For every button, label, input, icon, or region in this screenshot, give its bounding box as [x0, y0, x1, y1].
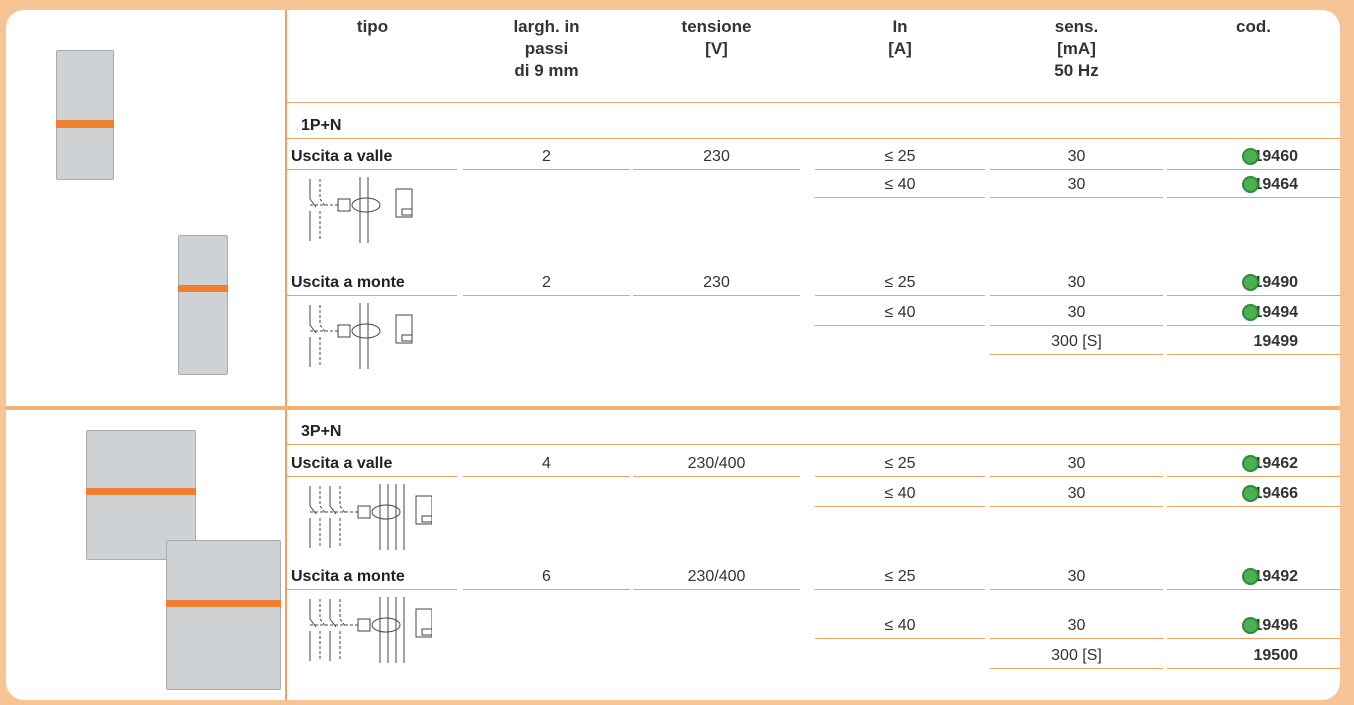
header-line-text: sens.: [1054, 17, 1099, 36]
code: 19464: [1167, 171, 1340, 198]
cell-value: 30: [990, 480, 1163, 507]
device-stripe: [86, 488, 196, 495]
cell-value: ≤ 40: [815, 480, 985, 507]
device-image: [86, 430, 196, 560]
cell-value: 230/400: [633, 450, 800, 477]
cell-value: 30: [990, 450, 1163, 477]
column-header: In [A]: [815, 16, 985, 60]
code: 19462: [1167, 450, 1340, 477]
cell-value: 30: [990, 171, 1163, 198]
header-line-text: [mA]: [1057, 39, 1096, 58]
cell-value: ≤ 25: [815, 143, 985, 170]
cell-value: ≤ 25: [815, 563, 985, 590]
row-label: Uscita a valle: [287, 450, 457, 477]
panel: tipo largh. in passi di 9 mm tensione [V] In [A…: [6, 10, 1340, 700]
code: 19499: [1167, 328, 1340, 355]
eco-icon: [1242, 568, 1259, 585]
cell-value: 230: [633, 269, 800, 296]
cell-value: 30: [990, 563, 1163, 590]
eco-icon: [1242, 304, 1259, 321]
header-line-text: cod.: [1236, 17, 1271, 36]
device-stripe: [56, 120, 114, 128]
header-line-text: di 9 mm: [514, 61, 579, 80]
cell-value: 2: [463, 269, 630, 296]
column-header: cod.: [1167, 16, 1340, 38]
wiring-diagram: [309, 177, 413, 243]
code: 19466: [1167, 480, 1340, 507]
code: 19496: [1167, 612, 1340, 639]
wiring-diagram: [309, 484, 432, 550]
cell-value: 30: [990, 299, 1163, 326]
header-line-text: [A]: [888, 39, 912, 58]
column-header: tensione [V]: [633, 16, 800, 60]
code: 19494: [1167, 299, 1340, 326]
device-image: [56, 50, 114, 180]
cell-value: ≤ 40: [815, 171, 985, 198]
section-title: 1P+N: [287, 112, 1340, 139]
device-image: [166, 540, 281, 690]
column-header: tipo: [285, 16, 460, 38]
eco-icon: [1242, 176, 1259, 193]
header-line-text: tensione: [681, 17, 752, 36]
header-line-text: tipo: [356, 17, 389, 36]
eco-icon: [1242, 274, 1259, 291]
cell-value: 230: [633, 143, 800, 170]
row-label: Uscita a monte: [287, 563, 457, 590]
code: 19490: [1167, 269, 1340, 296]
device-stripe: [178, 285, 228, 292]
cell-value: ≤ 40: [815, 299, 985, 326]
eco-icon: [1242, 485, 1259, 502]
column-header: sens. [mA] 50 Hz: [990, 16, 1163, 82]
header-line-text: In: [892, 17, 908, 36]
header-line: [285, 102, 1340, 103]
cell-value: 2: [463, 143, 630, 170]
cell-value: ≤ 40: [815, 612, 985, 639]
cell-value: 30: [990, 612, 1163, 639]
cell-value: 30: [990, 143, 1163, 170]
section-divider: [6, 406, 1340, 410]
cell-value: 300 [S]: [990, 328, 1163, 355]
code: 19460: [1167, 143, 1340, 170]
wiring-diagram: [309, 303, 413, 369]
row-label: Uscita a valle: [287, 143, 457, 170]
cell-value: 300 [S]: [990, 642, 1163, 669]
row-label: Uscita a monte: [287, 269, 457, 296]
column-header: largh. in passi di 9 mm: [463, 16, 630, 82]
header-line-text: [V]: [705, 39, 728, 58]
header-line-text: largh. in: [513, 17, 580, 36]
device-stripe: [166, 600, 281, 607]
header-line-text: 50 Hz: [1054, 61, 1099, 80]
header-line-text: passi: [524, 39, 569, 58]
eco-icon: [1242, 148, 1259, 165]
code: 19500: [1167, 642, 1340, 669]
cell-value: ≤ 25: [815, 269, 985, 296]
wiring-diagram: [309, 597, 432, 663]
section-title: 3P+N: [287, 418, 1340, 445]
cell-value: 30: [990, 269, 1163, 296]
eco-icon: [1242, 455, 1259, 472]
eco-icon: [1242, 617, 1259, 634]
table-left-border: [285, 10, 287, 700]
cell-value: 6: [463, 563, 630, 590]
code: 19492: [1167, 563, 1340, 590]
device-image: [178, 235, 228, 375]
cell-value: 230/400: [633, 563, 800, 590]
cell-value: 4: [463, 450, 630, 477]
cell-value: ≤ 25: [815, 450, 985, 477]
